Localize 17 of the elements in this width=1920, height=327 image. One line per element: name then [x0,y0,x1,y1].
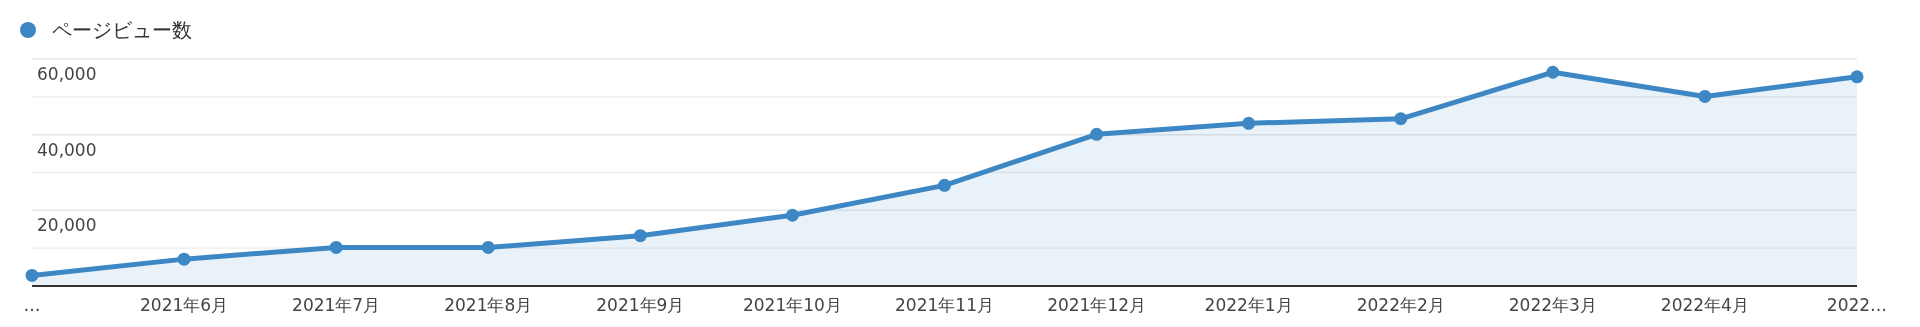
x-tick-label: 2022年1月 [1204,295,1293,315]
x-tick-label: 2021年8月 [444,295,533,315]
y-tick-label: 40,000 [37,139,97,160]
y-tick-label: 60,000 [37,64,97,84]
x-tick-label: 2022… [1826,295,1888,315]
y-tick-label: 20,000 [37,215,97,236]
legend-label: ページビュー数 [52,18,192,42]
x-tick-label: 2021年6月 [140,295,229,315]
x-tick-label: 2022年3月 [1508,295,1597,315]
x-tick-label: 2021年9月 [596,295,685,315]
x-tick-label: 2021年11月 [895,295,994,315]
x-tick-label: 2021年12月 [1047,295,1147,315]
x-tick-label: 2022年4月 [1660,295,1749,315]
x-tick-label: … [23,295,41,315]
x-tick-label: 2021年10月 [742,295,842,315]
x-tick-label: 2021年7月 [292,295,381,315]
x-tick-label: 2022年2月 [1356,295,1445,315]
